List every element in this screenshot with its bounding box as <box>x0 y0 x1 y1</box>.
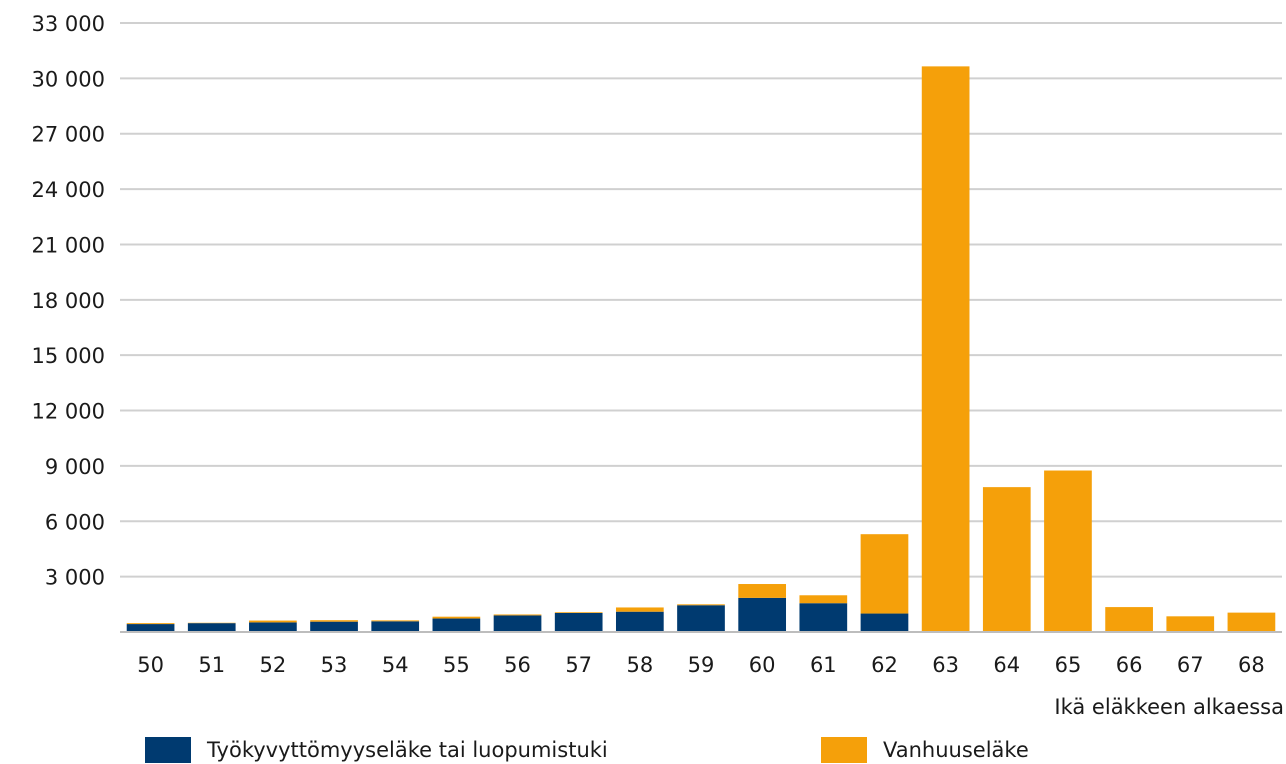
bar-series-0 <box>249 622 297 632</box>
bar-series-1 <box>982 487 1031 632</box>
stacked-bar-chart: 3 000 6 000 9 000 12 000 15 000 18 000 21 000 2… <box>32 12 1284 719</box>
legend-item-series-1: Vanhuuseläke <box>821 736 1029 764</box>
bar-series-1 <box>1166 616 1215 632</box>
x-tick-label: 52 <box>260 653 287 677</box>
bar-series-0 <box>493 615 542 632</box>
x-tick-label: 51 <box>198 653 225 677</box>
bars <box>126 66 1276 633</box>
y-tick-label: 33 000 <box>32 12 105 36</box>
x-tick-label: 53 <box>321 653 348 677</box>
bar-series-0 <box>615 611 664 632</box>
bar-series-1 <box>1227 612 1276 632</box>
x-tick-label: 67 <box>1177 653 1204 677</box>
x-tick-label: 66 <box>1116 653 1143 677</box>
bar-series-1 <box>493 614 542 616</box>
legend-item-series-0: Työkyvyttömyyseläke tai luopumistuki <box>145 736 608 764</box>
y-tick-label: 24 000 <box>32 178 105 202</box>
bar-series-1 <box>799 595 848 604</box>
legend-swatch-series-0 <box>145 737 191 763</box>
x-tick-label: 64 <box>993 653 1020 677</box>
y-axis-tick-labels: 3 000 6 000 9 000 12 000 15 000 18 000 21 000 2… <box>32 12 105 590</box>
bar-series-1 <box>432 616 481 619</box>
bar-series-1 <box>615 607 664 612</box>
bar-series-0 <box>187 623 236 632</box>
bar-series-1 <box>1044 470 1092 632</box>
x-tick-label: 63 <box>932 653 959 677</box>
y-tick-label: 30 000 <box>32 67 105 91</box>
bar-series-0 <box>860 613 909 632</box>
x-tick-label: 59 <box>688 653 715 677</box>
bar-series-0 <box>554 612 603 632</box>
bar-series-0 <box>126 624 175 632</box>
bar-series-1 <box>860 534 909 614</box>
legend: Työkyvyttömyyseläke tai luopumistuki Van… <box>145 736 1245 764</box>
bar-series-0 <box>738 597 787 632</box>
bar-series-1 <box>310 620 358 622</box>
y-tick-label: 3 000 <box>45 566 105 590</box>
x-tick-label: 62 <box>871 653 898 677</box>
gridlines <box>120 22 1282 578</box>
bar-series-1 <box>677 604 725 606</box>
bar-series-1 <box>554 612 603 613</box>
x-tick-label: 60 <box>749 653 776 677</box>
bar-series-0 <box>371 621 420 632</box>
bar-series-1 <box>371 620 420 622</box>
legend-label-series-0: Työkyvyttömyyseläke tai luopumistuki <box>207 738 608 762</box>
bar-series-0 <box>310 621 358 632</box>
bar-series-0 <box>432 618 481 632</box>
y-tick-label: 27 000 <box>32 123 105 147</box>
bar-series-1 <box>249 620 297 623</box>
x-tick-label: 65 <box>1055 653 1082 677</box>
y-tick-label: 6 000 <box>45 510 105 534</box>
y-tick-label: 15 000 <box>32 344 105 368</box>
bar-series-1 <box>1105 607 1153 632</box>
x-tick-label: 68 <box>1238 653 1265 677</box>
y-tick-label: 21 000 <box>32 233 105 257</box>
x-tick-label: 56 <box>504 653 531 677</box>
x-tick-label: 58 <box>626 653 653 677</box>
x-tick-label: 54 <box>382 653 409 677</box>
bar-series-0 <box>677 605 725 632</box>
x-axis-title: Ikä eläkkeen alkaessa <box>1054 695 1284 719</box>
legend-label-series-1: Vanhuuseläke <box>883 738 1029 762</box>
x-tick-label: 57 <box>565 653 592 677</box>
y-tick-label: 18 000 <box>32 289 105 313</box>
bar-series-0 <box>799 603 848 632</box>
bar-series-1 <box>921 66 970 633</box>
y-tick-label: 9 000 <box>45 455 105 479</box>
bar-series-1 <box>738 584 787 598</box>
x-tick-label: 50 <box>137 653 164 677</box>
bar-series-1 <box>126 623 175 625</box>
x-axis-tick-labels: 50 51 52 53 54 55 56 57 58 59 60 61 62 63 64 65 66 67 68 <box>137 653 1265 677</box>
x-tick-label: 61 <box>810 653 837 677</box>
x-tick-label: 55 <box>443 653 470 677</box>
y-tick-label: 12 000 <box>32 400 105 424</box>
legend-swatch-series-1 <box>821 737 867 763</box>
